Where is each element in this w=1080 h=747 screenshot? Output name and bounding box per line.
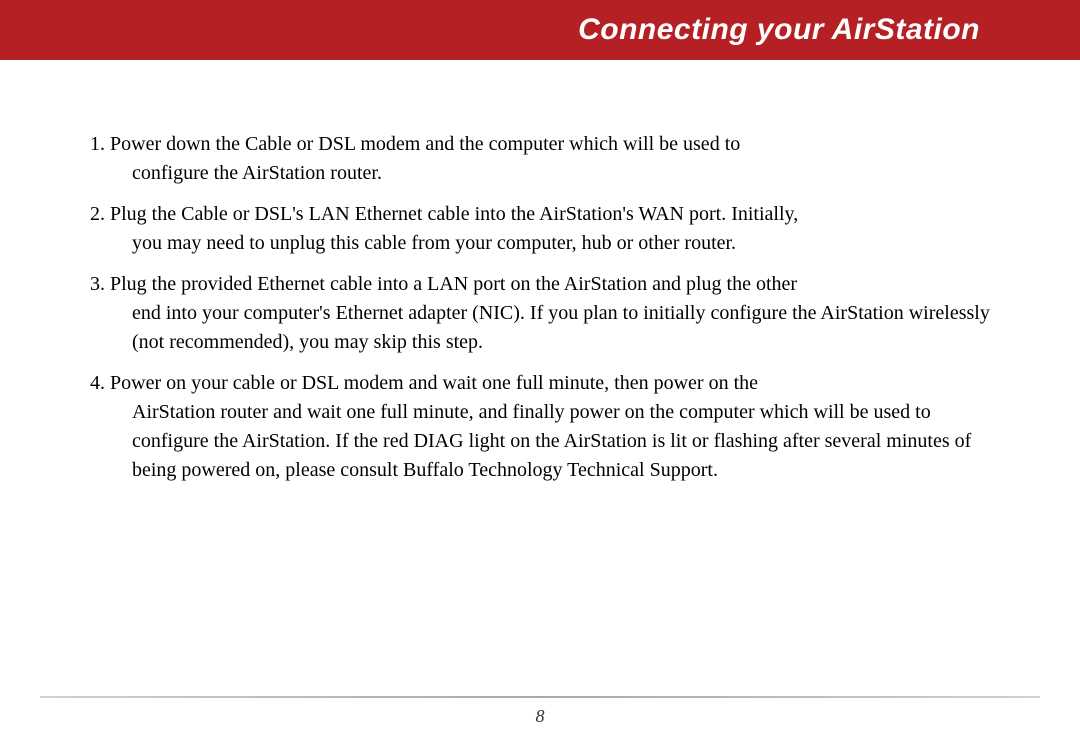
step-1: 1. Power down the Cable or DSL modem and… bbox=[90, 130, 990, 188]
step-3-first: 3. Plug the provided Ethernet cable into… bbox=[90, 270, 990, 299]
footer-divider bbox=[40, 696, 1040, 698]
step-2-rest: you may need to unplug this cable from y… bbox=[90, 229, 990, 258]
footer: 8 bbox=[0, 696, 1080, 727]
step-1-first: 1. Power down the Cable or DSL modem and… bbox=[90, 130, 990, 159]
step-2: 2. Plug the Cable or DSL's LAN Ethernet … bbox=[90, 200, 990, 258]
content-area: 1. Power down the Cable or DSL modem and… bbox=[0, 60, 1080, 485]
page-number: 8 bbox=[0, 706, 1080, 727]
step-3: 3. Plug the provided Ethernet cable into… bbox=[90, 270, 990, 357]
step-4-rest: AirStation router and wait one full minu… bbox=[90, 398, 990, 485]
step-4: 4. Power on your cable or DSL modem and … bbox=[90, 369, 990, 485]
step-3-rest: end into your computer's Ethernet adapte… bbox=[90, 299, 990, 357]
step-1-rest: configure the AirStation router. bbox=[90, 159, 990, 188]
step-2-first: 2. Plug the Cable or DSL's LAN Ethernet … bbox=[90, 200, 990, 229]
step-4-first: 4. Power on your cable or DSL modem and … bbox=[90, 369, 990, 398]
page-title: Connecting your AirStation bbox=[578, 13, 980, 47]
header-bar: Connecting your AirStation bbox=[0, 0, 1080, 60]
